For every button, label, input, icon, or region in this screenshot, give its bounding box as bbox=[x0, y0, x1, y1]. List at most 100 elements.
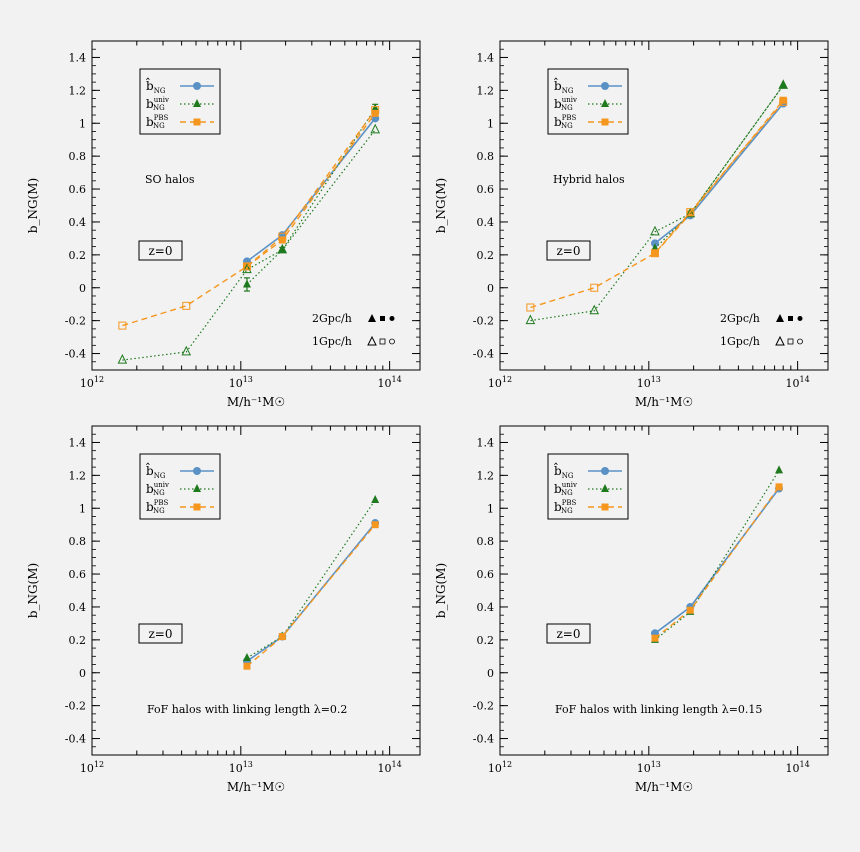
y-tick-label: 1.2 bbox=[477, 469, 495, 482]
box-key-marker bbox=[797, 338, 803, 345]
redshift-label: z=0 bbox=[148, 244, 172, 258]
y-tick-label: -0.4 bbox=[65, 733, 86, 746]
data-point-pbs bbox=[243, 662, 251, 670]
panel-title: FoF halos with linking length λ=0.15 bbox=[555, 703, 762, 716]
legend-marker-pbs bbox=[601, 118, 609, 126]
y-tick-label: 1.2 bbox=[69, 84, 87, 97]
series-line-pbs bbox=[246, 112, 376, 267]
data-point-pbs_small bbox=[371, 106, 380, 115]
y-tick-label: -0.4 bbox=[473, 348, 494, 361]
y-tick-label: 0.2 bbox=[69, 634, 87, 647]
x-tick-label: 1013 bbox=[637, 375, 661, 390]
y-tick-label: 0 bbox=[79, 282, 86, 295]
y-tick-label: 0 bbox=[487, 282, 494, 295]
panel-bottom-left: -0.4 -0.2 0 0.2 0.4 0.6 0.8 1 1.2 1.4 1012 1013 1014… bbox=[26, 425, 421, 794]
data-point-univ_small bbox=[650, 225, 660, 236]
box-key-marker bbox=[379, 338, 386, 345]
legend-label-hat: b̂NG bbox=[146, 76, 166, 95]
panel-bottom-right: -0.4 -0.2 0 0.2 0.4 0.6 0.8 1 1.2 1.4 1012 1013 1014… bbox=[434, 425, 829, 794]
y-tick-label: -0.4 bbox=[473, 733, 494, 746]
data-point-univ_small bbox=[277, 243, 288, 254]
redshift-box bbox=[546, 240, 591, 261]
legend-marker-univ bbox=[601, 99, 609, 107]
x-tick-label: 1012 bbox=[80, 760, 104, 775]
box-key-marker bbox=[367, 335, 377, 346]
box-size-label-small: 1Gpc/h bbox=[312, 335, 352, 348]
y-tick-label: -0.2 bbox=[473, 315, 494, 328]
data-point-pbs_small bbox=[182, 301, 191, 310]
x-tick-label: 1014 bbox=[786, 375, 810, 390]
y-tick-label: 0.2 bbox=[69, 249, 87, 262]
y-tick-label: 0.4 bbox=[477, 601, 495, 614]
data-point-pbs_small bbox=[118, 321, 127, 330]
y-tick-label: 1.2 bbox=[69, 469, 87, 482]
series-line-hat bbox=[654, 488, 780, 634]
x-axis-label: M/h⁻¹M☉ bbox=[635, 780, 693, 794]
legend-label-univ: buniv NG bbox=[146, 481, 169, 497]
box-key-marker bbox=[776, 314, 784, 322]
y-tick-label: 0.2 bbox=[477, 249, 495, 262]
legend-label-pbs: bPBS NG bbox=[554, 499, 577, 515]
y-tick-label: 0.4 bbox=[69, 216, 87, 229]
legend-marker-hat bbox=[601, 82, 609, 90]
panel-top-left: -0.4 -0.2 0 0.2 0.4 0.6 0.8 1 1.2 1.4 1012 1013 1014… bbox=[26, 40, 421, 409]
legend-label-hat: b̂NG bbox=[554, 76, 574, 95]
data-point-univ bbox=[371, 103, 380, 112]
legend-box bbox=[139, 68, 221, 135]
x-tick-label: 1012 bbox=[80, 375, 104, 390]
legend-label-univ: buniv NG bbox=[554, 481, 577, 497]
legend-marker-univ bbox=[193, 99, 201, 107]
data-point-univ_small bbox=[685, 207, 696, 218]
y-tick-label: 0 bbox=[79, 667, 86, 680]
y-tick-label: 0 bbox=[487, 667, 494, 680]
data-point-pbs_small bbox=[278, 232, 287, 241]
y-tick-label: 0.8 bbox=[69, 150, 87, 163]
legend-label-hat: b̂NG bbox=[554, 461, 574, 480]
x-tick-label: 1013 bbox=[229, 375, 253, 390]
box-size-label-small: 1Gpc/h bbox=[720, 335, 760, 348]
y-tick-label: 1 bbox=[487, 117, 494, 130]
legend-marker-hat bbox=[193, 82, 201, 90]
x-axis-label: M/h⁻¹M☉ bbox=[227, 780, 285, 794]
box-key-marker bbox=[797, 316, 803, 321]
y-tick-label: 1.4 bbox=[477, 51, 495, 64]
data-point-pbs_small bbox=[686, 208, 695, 217]
data-point-pbs bbox=[651, 634, 659, 642]
y-tick-label: 0.6 bbox=[69, 183, 87, 196]
legend-marker-hat bbox=[193, 467, 201, 475]
series-line-hat bbox=[246, 522, 376, 662]
y-tick-label: 1 bbox=[79, 502, 86, 515]
y-tick-label: 1.4 bbox=[69, 51, 87, 64]
legend-box bbox=[547, 68, 629, 135]
data-point-univ_small bbox=[242, 263, 252, 274]
y-tick-label: 1.4 bbox=[477, 436, 495, 449]
box-key-marker bbox=[389, 316, 395, 321]
x-tick-label: 1013 bbox=[637, 760, 661, 775]
legend-box bbox=[547, 453, 629, 520]
box-size-label-large: 2Gpc/h bbox=[312, 312, 352, 325]
x-tick-label: 1014 bbox=[378, 375, 402, 390]
box-key-marker bbox=[788, 316, 793, 321]
data-point-pbs_small bbox=[650, 249, 659, 258]
series-line-pbs bbox=[654, 486, 780, 639]
y-axis-label: b_NG(M) bbox=[26, 563, 40, 618]
data-point-pbs bbox=[651, 249, 659, 257]
y-tick-label: 0.6 bbox=[477, 183, 495, 196]
x-tick-label: 1012 bbox=[488, 375, 512, 390]
legend-marker-univ bbox=[193, 484, 201, 492]
data-point-univ bbox=[371, 495, 380, 504]
data-point-univ bbox=[242, 652, 251, 661]
y-axis-label: b_NG(M) bbox=[26, 178, 40, 233]
x-tick-label: 1014 bbox=[378, 760, 402, 775]
legend-label-pbs: bPBS NG bbox=[554, 114, 577, 130]
legend-label-pbs: bPBS NG bbox=[146, 114, 169, 130]
legend-marker-pbs bbox=[193, 118, 201, 126]
data-point-pbs bbox=[779, 96, 787, 104]
legend-label-univ: buniv NG bbox=[554, 96, 577, 112]
y-tick-label: 0.2 bbox=[477, 634, 495, 647]
y-tick-label: -0.4 bbox=[65, 348, 86, 361]
legend-label-pbs: bPBS NG bbox=[146, 499, 169, 515]
data-point-pbs bbox=[686, 210, 694, 218]
box-key-marker bbox=[787, 338, 794, 345]
